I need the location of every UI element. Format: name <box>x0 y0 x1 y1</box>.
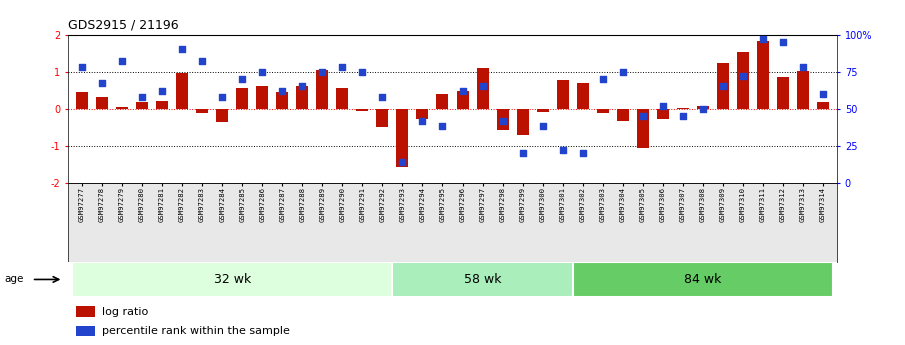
Bar <box>276 92 288 109</box>
Point <box>676 113 691 119</box>
Point <box>175 47 189 52</box>
Bar <box>75 326 95 336</box>
Bar <box>717 63 729 109</box>
Point <box>195 58 209 64</box>
Point <box>816 91 831 97</box>
Bar <box>573 262 834 297</box>
Point <box>455 88 470 93</box>
Point <box>355 69 369 75</box>
Bar <box>396 109 408 167</box>
Bar <box>677 108 689 109</box>
Point <box>716 84 730 89</box>
Bar <box>436 94 449 109</box>
Point <box>395 159 410 165</box>
Bar <box>256 87 268 109</box>
Bar <box>637 109 649 148</box>
Bar <box>497 109 509 130</box>
Text: age: age <box>5 275 24 284</box>
Point <box>435 124 450 129</box>
Point <box>795 65 810 70</box>
Bar <box>477 68 489 109</box>
Text: percentile rank within the sample: percentile rank within the sample <box>102 326 291 336</box>
Bar <box>96 97 108 109</box>
Bar <box>337 88 348 109</box>
Bar <box>737 52 749 109</box>
Text: 58 wk: 58 wk <box>463 273 501 286</box>
Text: log ratio: log ratio <box>102 307 148 317</box>
Text: 32 wk: 32 wk <box>214 273 251 286</box>
Bar <box>196 109 208 113</box>
Bar <box>236 88 248 109</box>
Bar <box>216 109 228 122</box>
Bar <box>357 109 368 110</box>
Bar <box>376 109 388 127</box>
Bar <box>697 106 709 109</box>
Point <box>635 113 650 119</box>
Text: 84 wk: 84 wk <box>684 273 721 286</box>
Bar <box>393 262 573 297</box>
Point <box>135 94 149 100</box>
Bar <box>657 109 669 119</box>
Point <box>315 69 329 75</box>
Point <box>155 88 169 93</box>
Point <box>255 69 270 75</box>
Bar <box>617 109 629 120</box>
Point <box>696 106 710 111</box>
Point <box>235 76 250 82</box>
Bar <box>537 109 548 112</box>
Point <box>275 88 290 93</box>
Bar <box>71 262 393 297</box>
Bar <box>777 77 789 109</box>
Point <box>736 73 750 79</box>
Bar <box>456 91 469 109</box>
Point <box>475 84 490 89</box>
Point <box>295 84 310 89</box>
Bar <box>156 101 168 109</box>
Bar <box>576 83 589 109</box>
Bar <box>176 73 188 109</box>
Point <box>95 81 110 86</box>
Point <box>515 150 529 156</box>
Point <box>115 58 129 64</box>
Point <box>756 36 770 42</box>
Bar <box>757 41 769 109</box>
Point <box>74 65 89 70</box>
Point <box>335 65 349 70</box>
Bar <box>557 80 568 109</box>
Text: GDS2915 / 21196: GDS2915 / 21196 <box>68 19 178 32</box>
Point <box>495 118 510 123</box>
Point <box>214 94 229 100</box>
Point <box>576 150 590 156</box>
Point <box>556 147 570 153</box>
Point <box>595 76 610 82</box>
Bar <box>596 109 609 113</box>
Bar <box>817 102 829 109</box>
Bar <box>316 70 329 109</box>
Bar <box>76 92 88 109</box>
Point <box>536 124 550 129</box>
Point <box>415 118 430 123</box>
Bar <box>416 109 428 119</box>
Point <box>776 39 790 45</box>
Bar <box>517 109 529 135</box>
Bar <box>136 102 148 109</box>
Bar <box>296 86 309 109</box>
Point <box>376 94 390 100</box>
Point <box>615 69 630 75</box>
Bar <box>75 306 95 317</box>
Bar <box>797 71 809 109</box>
Bar <box>116 107 128 109</box>
Point <box>655 103 670 108</box>
